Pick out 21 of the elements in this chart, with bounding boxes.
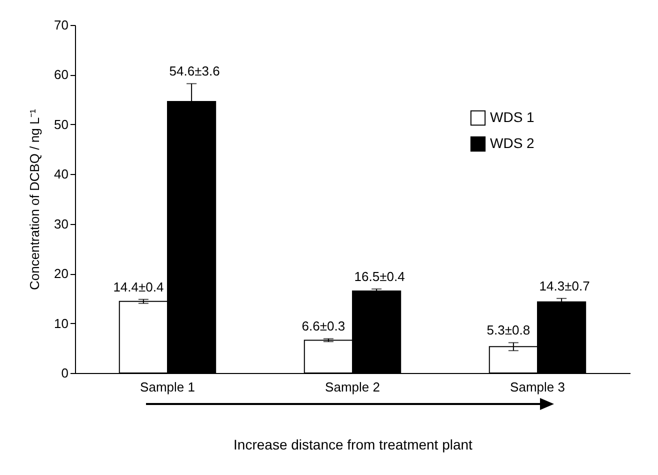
x-axis-title: Increase distance from treatment plant <box>234 436 473 452</box>
y-tick-label: 60 <box>54 67 68 82</box>
y-tick-label: 30 <box>54 216 68 232</box>
y-tick-label: 50 <box>54 116 68 132</box>
legend-label: WDS 2 <box>490 135 535 151</box>
data-label: 14.3±0.7 <box>539 278 590 294</box>
x-tick-label: Sample 2 <box>325 380 380 394</box>
data-label: 54.6±3.6 <box>169 64 220 79</box>
y-tick-label: 20 <box>54 266 68 282</box>
legend-label: WDS 1 <box>490 109 535 125</box>
data-label: 14.4±0.4 <box>113 279 164 294</box>
y-tick-label: 0 <box>61 366 68 380</box>
x-tick-label: Sample 3 <box>510 380 565 394</box>
y-tick-label: 70 <box>54 18 68 32</box>
y-axis-title: Concentration of DCBQ / ng L⁻¹ <box>27 108 42 290</box>
data-label: 16.5±0.4 <box>354 268 405 284</box>
y-tick-label: 40 <box>54 166 68 182</box>
y-tick-label: 10 <box>54 316 68 331</box>
data-label: 5.3±0.8 <box>486 322 530 338</box>
data-label: 6.6±0.3 <box>302 318 346 334</box>
x-tick-label: Sample 1 <box>140 380 195 394</box>
